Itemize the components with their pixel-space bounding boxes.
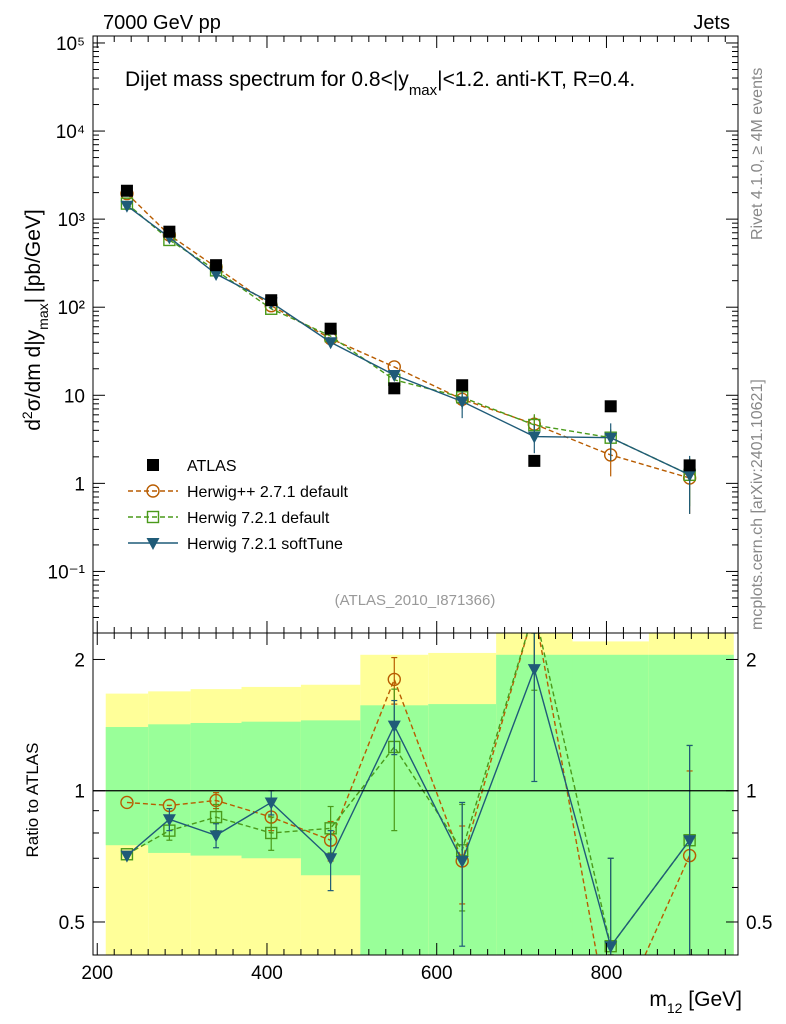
ratio-data-point bbox=[455, 855, 469, 868]
data-point bbox=[527, 431, 541, 444]
ratio-data-point bbox=[162, 814, 176, 827]
data-point bbox=[120, 200, 134, 213]
data-point bbox=[324, 337, 338, 350]
legend-label: ATLAS bbox=[187, 458, 237, 475]
legend-entry-atlas: ATLAS bbox=[147, 458, 237, 475]
series-line bbox=[126, 193, 690, 479]
legend-marker bbox=[147, 459, 159, 471]
rivet-version-label: Rivet 4.1.0, ≥ 4M events bbox=[749, 68, 766, 240]
legend-marker bbox=[146, 484, 160, 498]
ratio-series-line bbox=[126, 633, 691, 955]
ratio-data-point bbox=[387, 720, 401, 733]
legend-entry-herwig-7-2-1-softtune: Herwig 7.2.1 softTune bbox=[128, 536, 343, 553]
process-label: Jets bbox=[693, 12, 730, 34]
legend-label: Herwig++ 2.7.1 default bbox=[187, 484, 349, 501]
legend-entry-herwig-2-7-1-default: Herwig++ 2.7.1 default bbox=[128, 484, 349, 501]
data-point bbox=[324, 322, 337, 335]
legend-marker bbox=[146, 538, 160, 550]
data-point bbox=[120, 184, 133, 197]
ratio-series-line bbox=[126, 666, 691, 948]
ratio-data-point bbox=[324, 853, 338, 866]
data-point bbox=[265, 294, 278, 307]
series-line bbox=[126, 205, 690, 476]
data-point bbox=[456, 379, 469, 392]
ratio-y-tick-label: 0.5 bbox=[59, 913, 85, 934]
ratio-data-point bbox=[209, 830, 223, 843]
data-point bbox=[210, 259, 223, 272]
ratio-data-point bbox=[264, 797, 278, 810]
y-tick-label: 10 bbox=[64, 386, 85, 407]
y-axis-label: d2σ/dm d|ymax| [pb/GeV] bbox=[19, 209, 51, 431]
ratio-y-tick-label: 2 bbox=[74, 650, 85, 671]
data-point bbox=[528, 454, 541, 467]
x-tick-label: 200 bbox=[81, 963, 113, 984]
ratio-series-herwig-7-2-1-softtune bbox=[120, 633, 697, 955]
energy-label: 7000 GeV pp bbox=[103, 12, 221, 34]
ratio-data-point bbox=[527, 664, 541, 677]
ratio-data-point bbox=[387, 672, 401, 687]
main-axis-ticks: 10⁻¹ 1 10 10² 10³ 10⁴ 10⁵ bbox=[48, 34, 738, 634]
ratio-series-line bbox=[126, 633, 691, 948]
ratio-y-tick-label: 1 bbox=[74, 782, 85, 803]
y-tick-label: 10² bbox=[58, 298, 85, 319]
ratio-data-point bbox=[265, 826, 278, 840]
ratio-data-point bbox=[604, 941, 618, 954]
ratio-y-tick-label-right: 0.5 bbox=[746, 913, 772, 934]
y-tick-label: 10⁵ bbox=[56, 34, 85, 55]
y-tick-label: 10⁻¹ bbox=[48, 562, 86, 583]
analysis-id-label: (ATLAS_2010_I871366) bbox=[335, 592, 496, 609]
data-point bbox=[209, 269, 223, 282]
legend-entry-herwig-7-2-1-default: Herwig 7.2.1 default bbox=[128, 510, 330, 527]
ratio-data-point bbox=[120, 795, 134, 810]
legend-marker bbox=[146, 510, 160, 524]
data-point bbox=[683, 469, 697, 482]
ratio-y-tick-label-right: 2 bbox=[746, 650, 757, 671]
data-point bbox=[388, 382, 401, 395]
ratio-y-axis-label: Ratio to ATLAS bbox=[23, 743, 42, 858]
x-tick-label: 800 bbox=[591, 963, 623, 984]
x-tick-label: 400 bbox=[251, 963, 283, 984]
x-tick-label: 600 bbox=[421, 963, 453, 984]
series-atlas bbox=[120, 184, 696, 472]
ratio-data-point bbox=[120, 850, 134, 863]
ratio-data-point bbox=[683, 835, 697, 848]
legend: ATLAS Herwig++ 2.7.1 default Herwig 7.2.1 … bbox=[128, 458, 349, 553]
data-point bbox=[683, 459, 696, 472]
x-axis-label: m12 [GeV] bbox=[649, 988, 742, 1016]
ratio-axis-ticks: 0.5 0.5 1 1 2 2 200 400 600 800 bbox=[59, 633, 772, 984]
legend-label: Herwig 7.2.1 default bbox=[187, 510, 330, 527]
data-point bbox=[604, 432, 618, 445]
data-point bbox=[163, 225, 176, 238]
main-series-layer bbox=[120, 184, 697, 514]
data-point bbox=[387, 369, 401, 382]
ratio-plot-frame bbox=[92, 632, 739, 956]
y-tick-label: 10⁴ bbox=[56, 122, 85, 143]
ratio-series-layer bbox=[120, 633, 697, 955]
ratio-y-tick-label-right: 1 bbox=[746, 782, 757, 803]
ratio-data-point bbox=[209, 810, 223, 824]
mcplots-label: mcplots.cern.ch [arXiv:2401.10621] bbox=[749, 379, 766, 630]
main-title: Dijet mass spectrum for 0.8<|ymax|<1.2. … bbox=[125, 68, 635, 99]
legend-label: Herwig 7.2.1 softTune bbox=[187, 536, 343, 553]
y-tick-label: 10³ bbox=[58, 210, 85, 231]
inner-band-bin bbox=[105, 727, 149, 846]
data-point bbox=[604, 400, 617, 413]
data-point bbox=[455, 396, 469, 409]
inner-band-bin bbox=[648, 654, 734, 955]
y-tick-label: 1 bbox=[74, 474, 85, 495]
